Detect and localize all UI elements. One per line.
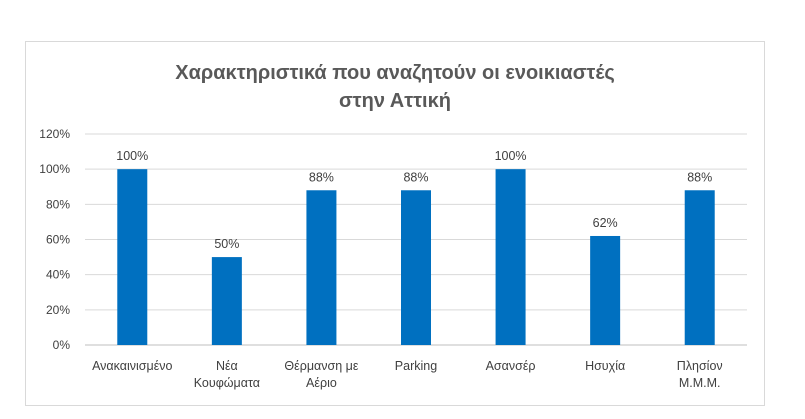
bar — [495, 169, 526, 345]
category-label: Ασανσέρ — [486, 359, 536, 373]
data-label: 50% — [214, 237, 239, 251]
category-label: Θέρμανση με — [284, 359, 358, 373]
y-tick-label: 120% — [39, 127, 70, 141]
bar — [117, 169, 148, 345]
category-label: Ανακαινισμένο — [92, 359, 172, 373]
y-tick-label: 40% — [46, 268, 70, 282]
y-tick-label: 80% — [46, 197, 70, 211]
category-label: Νέα — [216, 359, 238, 373]
y-tick-label: 0% — [53, 338, 71, 352]
category-label: Αέριο — [306, 376, 337, 390]
y-tick-label: 20% — [46, 303, 70, 317]
bar — [211, 257, 242, 345]
data-label: 88% — [687, 170, 712, 184]
bar — [684, 190, 715, 345]
bar — [306, 190, 337, 345]
data-label: 88% — [403, 170, 428, 184]
data-label: 100% — [116, 149, 148, 163]
chart-title-line: στην Αττική — [339, 90, 451, 112]
bar — [590, 235, 621, 345]
category-label: Μ.Μ.Μ. — [679, 376, 721, 390]
data-label: 100% — [495, 149, 527, 163]
category-label: Parking — [395, 359, 437, 373]
data-label: 62% — [593, 216, 618, 230]
category-label: Κουφώματα — [194, 376, 260, 390]
category-label: Ησυχία — [585, 359, 625, 373]
chart-title-line: Χαρακτηριστικά που αναζητούν οι ενοικιασ… — [175, 62, 615, 84]
data-label: 88% — [309, 170, 334, 184]
bar — [401, 190, 431, 345]
category-label: Πλησίον — [677, 359, 723, 373]
y-tick-label: 100% — [39, 162, 70, 176]
y-tick-label: 60% — [46, 233, 70, 247]
